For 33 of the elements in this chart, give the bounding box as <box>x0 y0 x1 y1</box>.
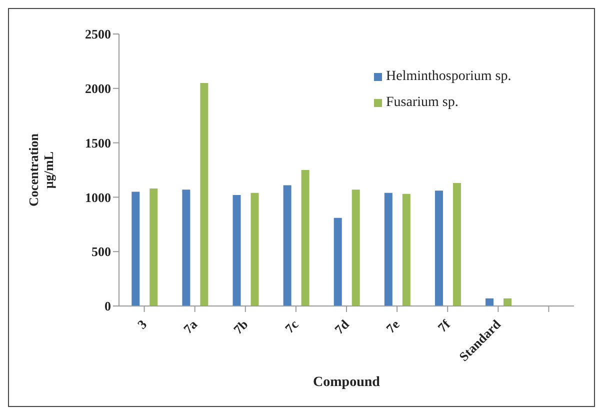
bar <box>301 170 310 306</box>
bar <box>182 190 190 306</box>
bar <box>486 298 494 306</box>
y-tick-label: 2500 <box>85 26 111 42</box>
bar <box>402 194 410 306</box>
legend-label: Helminthosporium sp. <box>385 69 512 85</box>
x-tick-label: 7a <box>180 316 200 336</box>
x-tick-label: 7e <box>383 316 403 336</box>
y-tick-label: 2000 <box>85 81 111 96</box>
bar <box>384 192 392 306</box>
y-tick-label: 500 <box>92 244 111 260</box>
bar <box>434 190 443 306</box>
bar <box>352 190 360 306</box>
x-tick-label: 3 <box>134 316 150 332</box>
bar <box>250 192 259 306</box>
x-tick-label: 7d <box>331 316 352 338</box>
bar <box>232 195 241 306</box>
y-axis-title: Cocentration µg/mL <box>26 132 56 206</box>
y-tick-label: 1500 <box>85 135 111 150</box>
bar <box>200 82 208 306</box>
legend-label: Fusarium sp. <box>385 95 460 111</box>
bar <box>283 185 292 306</box>
bar <box>334 218 342 306</box>
bar <box>150 188 158 306</box>
bar <box>452 183 461 306</box>
bar <box>504 298 512 306</box>
x-tick-label: 7f <box>434 316 454 335</box>
y-tick-label: 1000 <box>85 190 111 205</box>
x-tick-label: 7c <box>282 316 302 336</box>
y-tick-label: 0 <box>104 298 111 314</box>
x-tick-label: 7b <box>230 316 251 338</box>
bar <box>132 192 140 306</box>
x-axis-title: Compound <box>313 375 380 390</box>
